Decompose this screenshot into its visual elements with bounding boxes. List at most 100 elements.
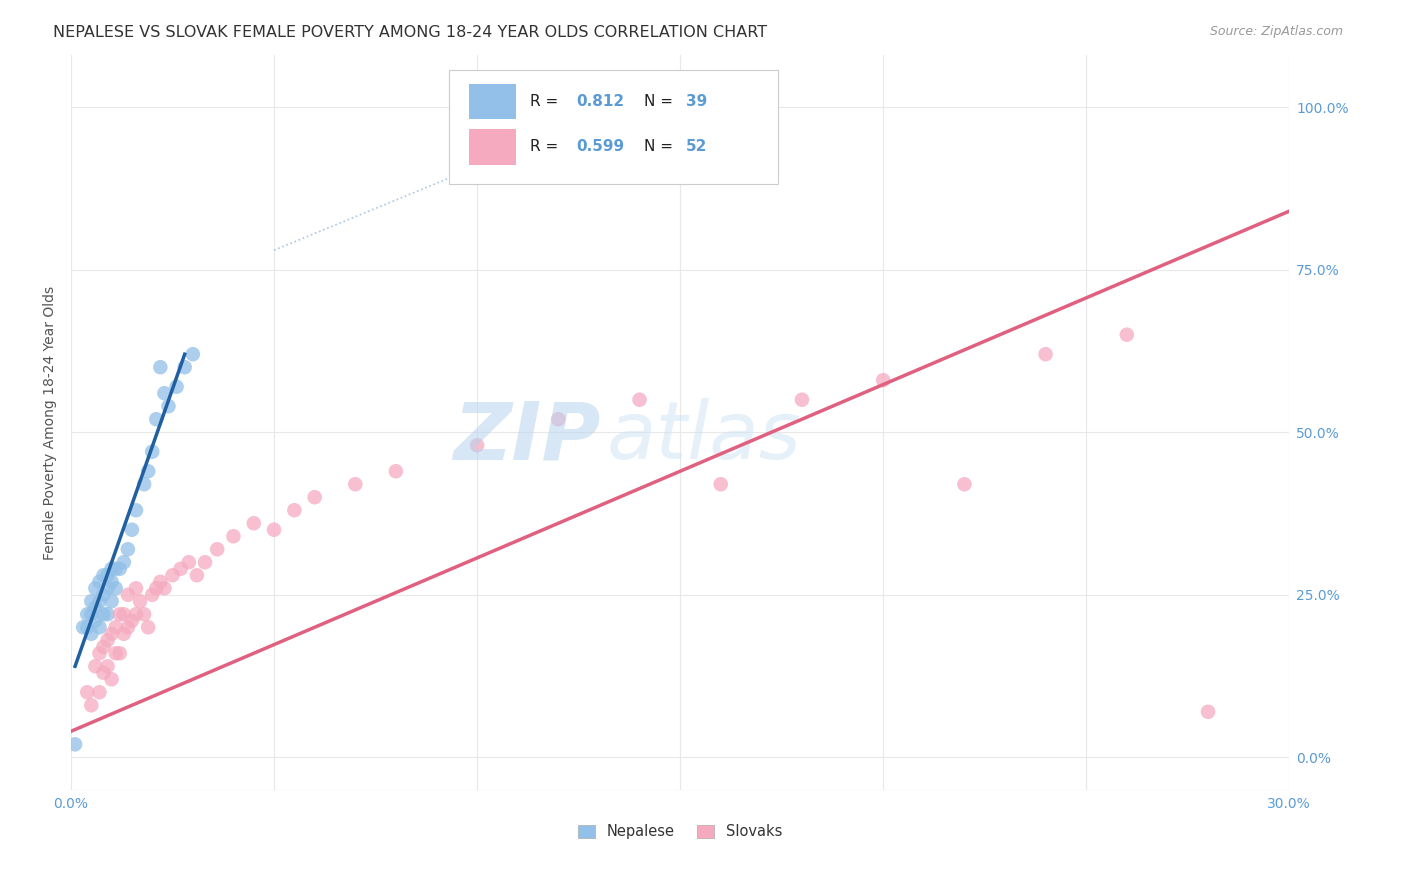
Text: N =: N = <box>644 139 678 154</box>
Point <box>76 620 98 634</box>
Point <box>136 464 159 478</box>
Text: R =: R = <box>530 94 564 109</box>
Point <box>63 737 86 751</box>
Point <box>112 627 135 641</box>
Point <box>205 542 228 557</box>
Point <box>93 640 115 654</box>
Text: ZIP: ZIP <box>454 398 600 476</box>
Point <box>1197 705 1219 719</box>
Point <box>125 607 148 622</box>
Point <box>108 562 131 576</box>
Point <box>117 620 139 634</box>
Point <box>96 581 118 595</box>
Point <box>141 588 163 602</box>
Point <box>72 620 94 634</box>
Point <box>89 646 111 660</box>
Text: NEPALESE VS SLOVAK FEMALE POVERTY AMONG 18-24 YEAR OLDS CORRELATION CHART: NEPALESE VS SLOVAK FEMALE POVERTY AMONG … <box>53 25 768 40</box>
Text: 52: 52 <box>686 139 707 154</box>
Text: 0.812: 0.812 <box>576 94 624 109</box>
Point <box>121 523 143 537</box>
Point <box>80 607 103 622</box>
Point <box>104 646 127 660</box>
Text: R =: R = <box>530 139 564 154</box>
Point <box>181 347 204 361</box>
Text: N =: N = <box>644 94 678 109</box>
Point <box>76 607 98 622</box>
Point <box>242 516 264 531</box>
Point <box>89 574 111 589</box>
Point <box>104 562 127 576</box>
Point <box>96 607 118 622</box>
Point <box>173 360 195 375</box>
Point <box>304 490 326 504</box>
Point <box>465 438 488 452</box>
FancyBboxPatch shape <box>449 70 778 184</box>
Point <box>194 555 217 569</box>
Point <box>222 529 245 543</box>
Point <box>153 386 176 401</box>
Text: 39: 39 <box>686 94 707 109</box>
Point <box>80 594 103 608</box>
Point <box>157 399 180 413</box>
Point <box>84 614 107 628</box>
Point <box>790 392 813 407</box>
Point <box>153 581 176 595</box>
Point <box>84 600 107 615</box>
Text: atlas: atlas <box>607 398 801 476</box>
Point <box>628 392 651 407</box>
Point <box>104 581 127 595</box>
Point <box>385 464 408 478</box>
Point <box>108 646 131 660</box>
Point <box>100 673 122 687</box>
Point <box>89 594 111 608</box>
Point <box>344 477 367 491</box>
Point <box>80 627 103 641</box>
Point <box>145 581 167 595</box>
Point <box>710 477 733 491</box>
Point <box>93 568 115 582</box>
Point <box>263 523 285 537</box>
Point <box>547 412 569 426</box>
Point <box>117 542 139 557</box>
Point <box>96 568 118 582</box>
Point <box>93 607 115 622</box>
Point <box>283 503 305 517</box>
Point <box>953 477 976 491</box>
Point <box>93 588 115 602</box>
Point <box>125 581 148 595</box>
Text: 0.599: 0.599 <box>576 139 624 154</box>
Point <box>104 620 127 634</box>
Text: Source: ZipAtlas.com: Source: ZipAtlas.com <box>1209 25 1343 38</box>
Point <box>100 574 122 589</box>
Point <box>100 594 122 608</box>
Point <box>96 633 118 648</box>
Point <box>84 659 107 673</box>
Point <box>132 477 155 491</box>
Point <box>136 620 159 634</box>
Point <box>872 373 894 387</box>
Point <box>117 588 139 602</box>
Point <box>149 360 172 375</box>
FancyBboxPatch shape <box>470 129 516 165</box>
Point <box>177 555 200 569</box>
Point <box>100 562 122 576</box>
Point <box>84 581 107 595</box>
Point <box>149 574 172 589</box>
Y-axis label: Female Poverty Among 18-24 Year Olds: Female Poverty Among 18-24 Year Olds <box>44 285 58 559</box>
Point <box>169 562 191 576</box>
Point <box>93 665 115 680</box>
Point <box>121 614 143 628</box>
Point <box>129 594 152 608</box>
Point <box>166 380 188 394</box>
Legend: Nepalese, Slovaks: Nepalese, Slovaks <box>572 818 789 845</box>
Point <box>1035 347 1057 361</box>
Point <box>80 698 103 713</box>
Point <box>141 444 163 458</box>
Point <box>89 685 111 699</box>
Point <box>112 607 135 622</box>
Point <box>76 685 98 699</box>
Point <box>96 659 118 673</box>
Point <box>108 607 131 622</box>
Point <box>186 568 208 582</box>
Point <box>162 568 184 582</box>
